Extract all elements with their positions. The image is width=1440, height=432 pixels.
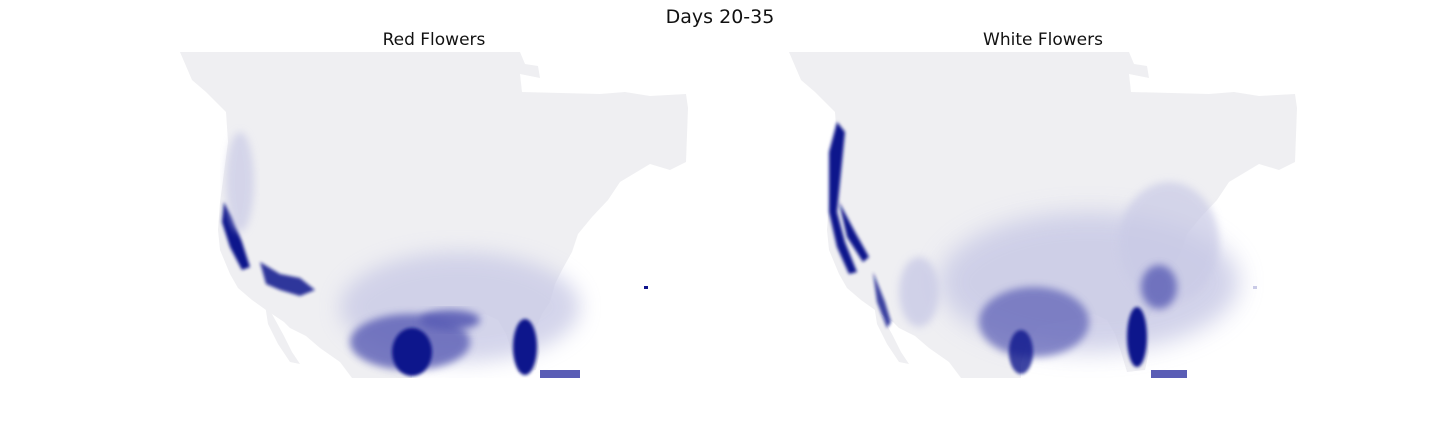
map-panel-white-flowers: White Flowers <box>789 28 1297 388</box>
intensity-overlay <box>222 132 648 378</box>
panel-title-white-flowers: White Flowers <box>983 30 1103 50</box>
figure-title: Days 20-35 <box>665 6 775 28</box>
panel-title-red-flowers: Red Flowers <box>382 30 486 50</box>
intensity-overlay <box>829 122 1257 378</box>
land-mass <box>180 52 688 378</box>
map-panel-red-flowers: Red Flowers <box>180 28 688 388</box>
map-red-flowers <box>180 52 688 378</box>
map-white-flowers <box>789 52 1297 378</box>
